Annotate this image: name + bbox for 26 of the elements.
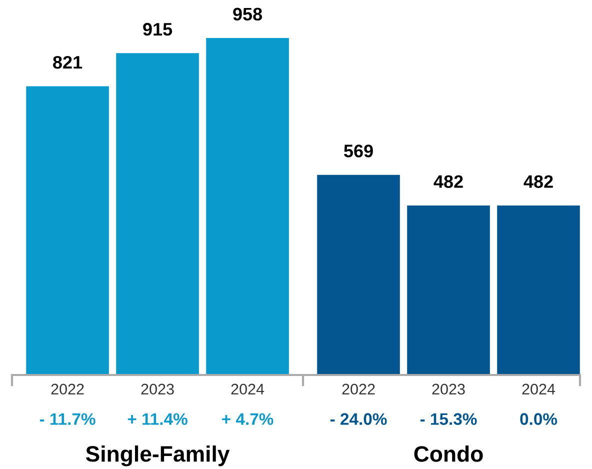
- data-label: 482: [524, 175, 553, 188]
- text: - 15.3%: [420, 413, 477, 425]
- text: + 11.4%: [128, 413, 188, 425]
- data-label: 482: [434, 175, 463, 188]
- x-tick-label: 2023: [432, 384, 465, 395]
- text: Condo: [414, 446, 483, 462]
- text: + 4.7%: [222, 413, 274, 425]
- text: 0.0%: [520, 413, 558, 425]
- bar: [26, 86, 109, 375]
- text: - 11.7%: [40, 413, 96, 425]
- bar: [206, 38, 289, 375]
- x-tick-label: 2022: [51, 384, 84, 395]
- data-label: 915: [143, 22, 172, 36]
- bar: [497, 205, 580, 375]
- bar: [407, 205, 490, 375]
- x-tick-label: 2023: [141, 384, 174, 395]
- text: Single-Family: [86, 445, 230, 466]
- x-tick-label: 2024: [522, 384, 556, 395]
- bar: [116, 53, 199, 375]
- data-label: 569: [344, 144, 373, 158]
- bar: [317, 174, 400, 375]
- x-tick-label: 2024: [231, 384, 264, 395]
- text: - 24.0%: [330, 413, 387, 425]
- data-label: 958: [233, 8, 262, 21]
- data-label: 821: [53, 56, 82, 69]
- x-tick-label: 2022: [342, 384, 375, 395]
